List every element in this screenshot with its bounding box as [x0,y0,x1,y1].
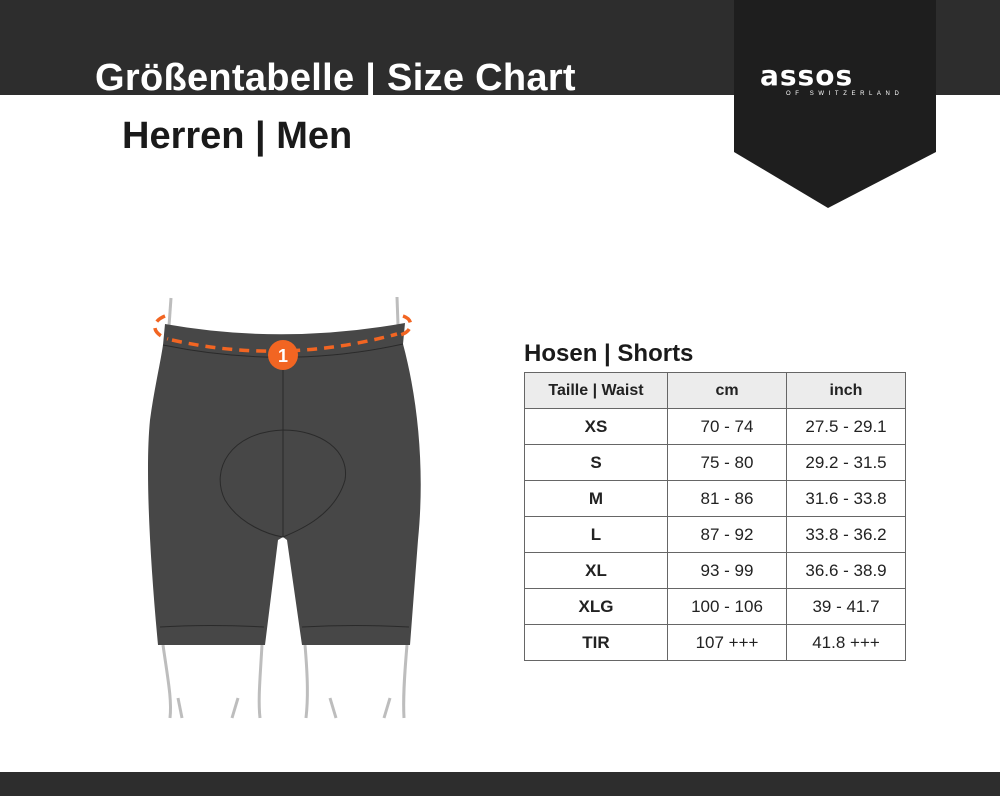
inch-cell: 29.2 - 31.5 [786,444,906,481]
logo-pennant [734,0,936,208]
left-hem [159,625,265,628]
table-row: TIR 107 +++ 41.8 +++ [524,624,906,661]
brand-logo: assos [760,59,854,92]
inch-cell: 39 - 41.7 [786,588,906,625]
size-table: Taille | Waist cm inch XS 70 - 74 27.5 - 2… [524,372,906,661]
footer-band [0,772,1000,796]
left-leg-outer [161,644,172,719]
table-row: XL 93 - 99 36.6 - 38.9 [524,552,906,589]
size-cell: XLG [524,588,668,625]
brand-tagline: OF SWITZERLAND [786,91,904,97]
table-title: Hosen | Shorts [524,340,694,367]
cm-cell: 75 - 80 [667,444,787,481]
right-leg-inner [303,644,309,719]
cm-cell: 100 - 106 [667,588,787,625]
size-cell: L [524,516,668,553]
size-cell: TIR [524,624,668,661]
body-outline-left [167,297,173,327]
measure-point-marker [268,340,298,370]
page-subtitle: Herren | Men [122,115,353,157]
inch-cell: 27.5 - 29.1 [786,408,906,445]
size-cell: M [524,480,668,517]
table-row: XS 70 - 74 27.5 - 29.1 [524,408,906,445]
measure-point-label: 1 [278,346,288,366]
table-row: L 87 - 92 33.8 - 36.2 [524,516,906,553]
cm-cell: 87 - 92 [667,516,787,553]
column-header-inch: inch [786,372,906,409]
waist-measure-line [153,314,413,353]
inch-cell: 36.6 - 38.9 [786,552,906,589]
right-hem [301,625,410,628]
shorts-body [147,323,421,645]
size-cell: XS [524,408,668,445]
left-leg-inner [257,644,264,719]
body-outline-right [395,296,400,326]
size-cell: S [524,444,668,481]
inch-cell: 31.6 - 33.8 [786,480,906,517]
table-row: XLG 100 - 106 39 - 41.7 [524,588,906,625]
table-header-row: Taille | Waist cm inch [524,372,906,409]
page-title: Größentabelle | Size Chart [95,57,576,95]
cm-cell: 70 - 74 [667,408,787,445]
table-row: S 75 - 80 29.2 - 31.5 [524,444,906,481]
table-row: M 81 - 86 31.6 - 33.8 [524,480,906,517]
inch-cell: 41.8 +++ [786,624,906,661]
inch-cell: 33.8 - 36.2 [786,516,906,553]
cm-cell: 107 +++ [667,624,787,661]
right-leg-outer [402,644,409,719]
column-header-size: Taille | Waist [524,372,668,409]
cm-cell: 93 - 99 [667,552,787,589]
chamois-pad [219,429,347,538]
column-header-cm: cm [667,372,787,409]
cm-cell: 81 - 86 [667,480,787,517]
size-cell: XL [524,552,668,589]
